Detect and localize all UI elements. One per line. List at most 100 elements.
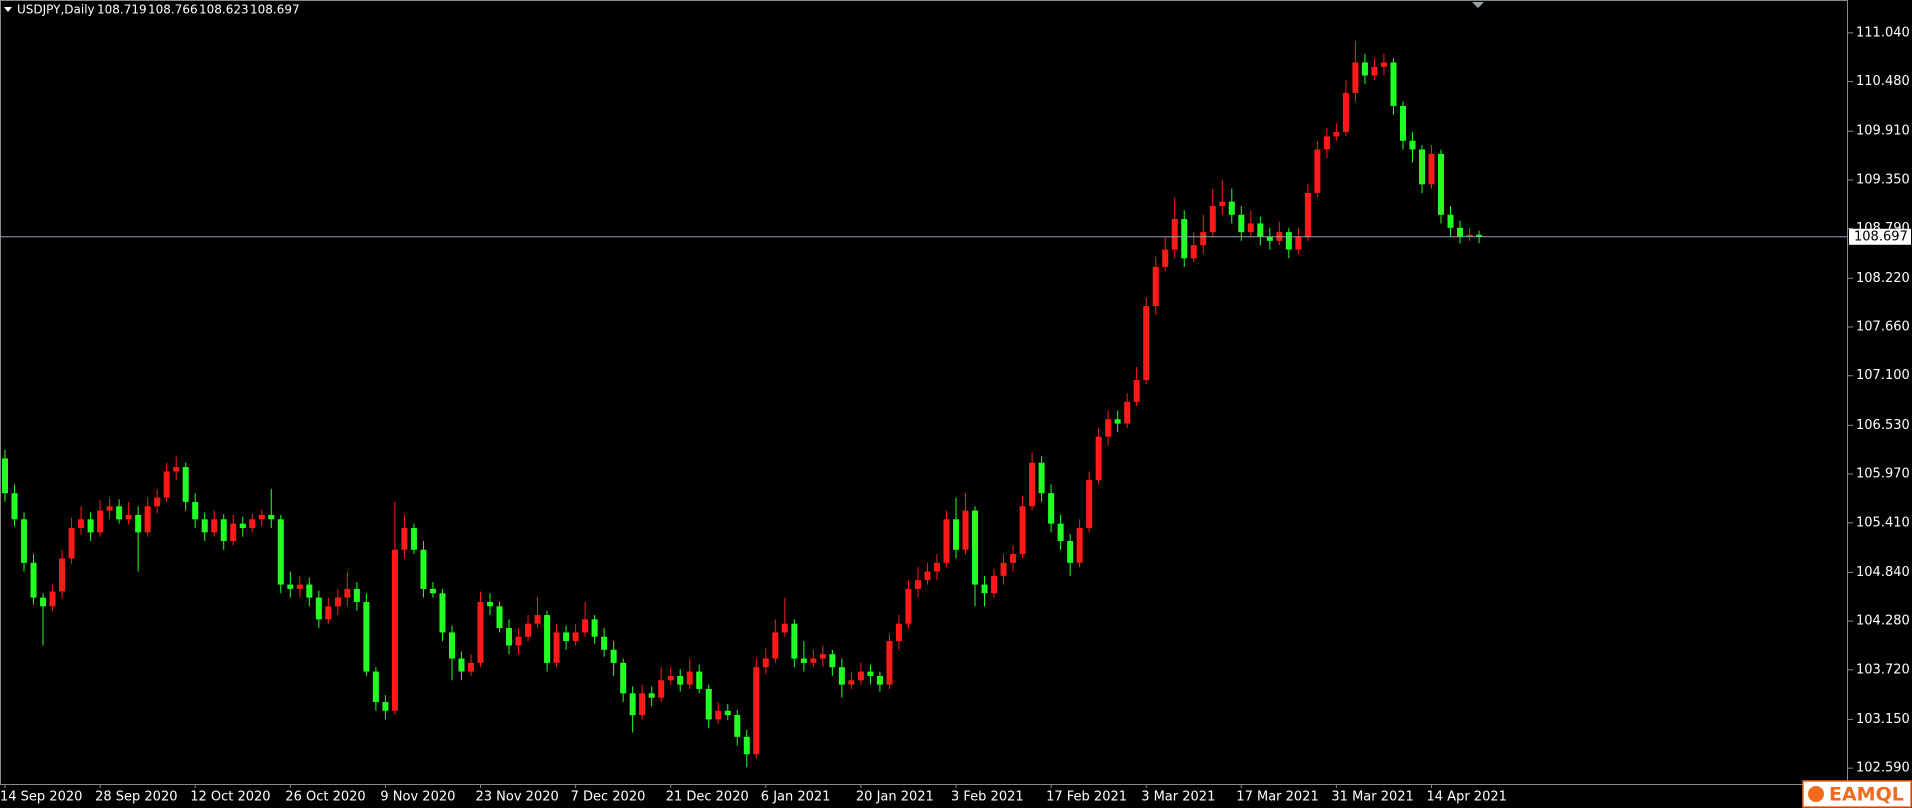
candle-body bbox=[1390, 62, 1397, 106]
candle-body bbox=[753, 667, 760, 755]
candle-body bbox=[962, 510, 969, 550]
candle-body bbox=[1476, 234, 1483, 237]
candle-body bbox=[743, 736, 750, 755]
y-tick-label: 109.910 bbox=[1856, 124, 1910, 139]
candle-body bbox=[401, 528, 408, 550]
candle-body bbox=[477, 601, 484, 663]
candle-body bbox=[1428, 153, 1435, 185]
candle-body bbox=[1418, 149, 1425, 185]
candle-body bbox=[1371, 66, 1378, 76]
candle-body bbox=[1447, 214, 1454, 228]
x-tick-label: 14 Sep 2020 bbox=[0, 790, 82, 805]
header-high: 108.766 bbox=[148, 3, 198, 17]
x-tick-label: 3 Feb 2021 bbox=[951, 790, 1024, 805]
candle-body bbox=[1076, 528, 1083, 563]
candle-body bbox=[1190, 245, 1197, 259]
x-tick-label: 17 Mar 2021 bbox=[1236, 790, 1318, 805]
x-tick-label: 14 Apr 2021 bbox=[1427, 790, 1507, 805]
y-tick-label: 103.720 bbox=[1856, 662, 1910, 677]
candle-body bbox=[1238, 214, 1245, 233]
candle-body bbox=[819, 654, 826, 659]
candle-body bbox=[1323, 136, 1330, 150]
candle-body bbox=[287, 584, 294, 589]
symbol-label: USDJPY,Daily bbox=[17, 3, 95, 17]
candle-body bbox=[439, 593, 446, 633]
candle-body bbox=[59, 558, 66, 592]
candle-body bbox=[496, 606, 503, 629]
candle-body bbox=[277, 519, 284, 585]
candle-body bbox=[1105, 419, 1112, 437]
candle-body bbox=[762, 658, 769, 668]
candle-body bbox=[601, 636, 608, 650]
candle-body bbox=[591, 619, 598, 637]
candle-body bbox=[1266, 236, 1273, 241]
candle-body bbox=[40, 597, 47, 607]
candle-body bbox=[525, 623, 532, 637]
x-tick-label: 21 Dec 2020 bbox=[666, 790, 749, 805]
candle-body bbox=[1438, 153, 1445, 215]
shift-marker bbox=[1472, 2, 1484, 8]
candle-body bbox=[639, 693, 646, 716]
candle-body bbox=[306, 584, 313, 598]
x-tick-label: 20 Jan 2021 bbox=[856, 790, 934, 805]
plot-frame bbox=[0, 0, 1848, 785]
candle-body bbox=[78, 519, 85, 529]
candle-body bbox=[1285, 232, 1292, 250]
candle-body bbox=[1209, 206, 1216, 233]
candle-body bbox=[68, 528, 75, 559]
y-tick-label: 107.100 bbox=[1856, 368, 1910, 383]
candle-body bbox=[953, 519, 959, 550]
candle-body bbox=[1257, 223, 1264, 237]
candle-body bbox=[933, 562, 940, 572]
candle-body bbox=[1219, 201, 1226, 207]
candle-body bbox=[154, 497, 161, 507]
candle-body bbox=[1457, 227, 1464, 237]
candle-body bbox=[372, 671, 379, 703]
candle-body bbox=[467, 662, 474, 672]
candle-body bbox=[1228, 201, 1235, 215]
candle-body bbox=[1086, 480, 1093, 529]
candle-body bbox=[125, 514, 132, 520]
candle-body bbox=[382, 702, 389, 711]
candle-body bbox=[135, 514, 142, 533]
candle-body bbox=[924, 571, 931, 581]
candle-body bbox=[1048, 493, 1055, 524]
header-open: 108.719 bbox=[97, 3, 147, 17]
y-tick-label: 103.150 bbox=[1856, 712, 1910, 727]
candle-body bbox=[620, 662, 627, 694]
candle-body bbox=[1181, 219, 1188, 259]
candle-body bbox=[315, 597, 322, 620]
y-tick-label: 104.280 bbox=[1856, 614, 1910, 629]
candle-body bbox=[211, 519, 218, 533]
candle-body bbox=[220, 519, 227, 542]
candle-body bbox=[1333, 132, 1340, 137]
candle-body bbox=[991, 575, 998, 594]
candle-body bbox=[506, 628, 513, 646]
candle-body bbox=[1399, 105, 1406, 141]
candle-body bbox=[800, 658, 807, 663]
x-tick-label: 17 Feb 2021 bbox=[1046, 790, 1127, 805]
candle-body bbox=[268, 514, 275, 520]
candle-body bbox=[724, 710, 731, 716]
candle-body bbox=[972, 510, 979, 585]
header-close: 108.697 bbox=[250, 3, 300, 17]
candle-body bbox=[1200, 232, 1207, 246]
candle-body bbox=[296, 584, 303, 589]
candle-body bbox=[106, 506, 113, 511]
y-tick-label: 109.350 bbox=[1856, 172, 1910, 187]
candle-body bbox=[144, 506, 151, 533]
x-tick-label: 26 Oct 2020 bbox=[285, 790, 365, 805]
menu-arrow[interactable] bbox=[4, 7, 12, 12]
candle-body bbox=[325, 606, 332, 620]
x-tick-label: 23 Nov 2020 bbox=[476, 790, 559, 805]
header-low: 108.623 bbox=[199, 3, 249, 17]
candle-body bbox=[87, 519, 94, 533]
candle-body bbox=[895, 623, 902, 642]
candle-body bbox=[1380, 62, 1387, 67]
y-tick-label: 105.970 bbox=[1856, 467, 1910, 482]
candle-body bbox=[1057, 523, 1064, 542]
candle-body bbox=[648, 693, 655, 698]
candles bbox=[2, 40, 1483, 768]
